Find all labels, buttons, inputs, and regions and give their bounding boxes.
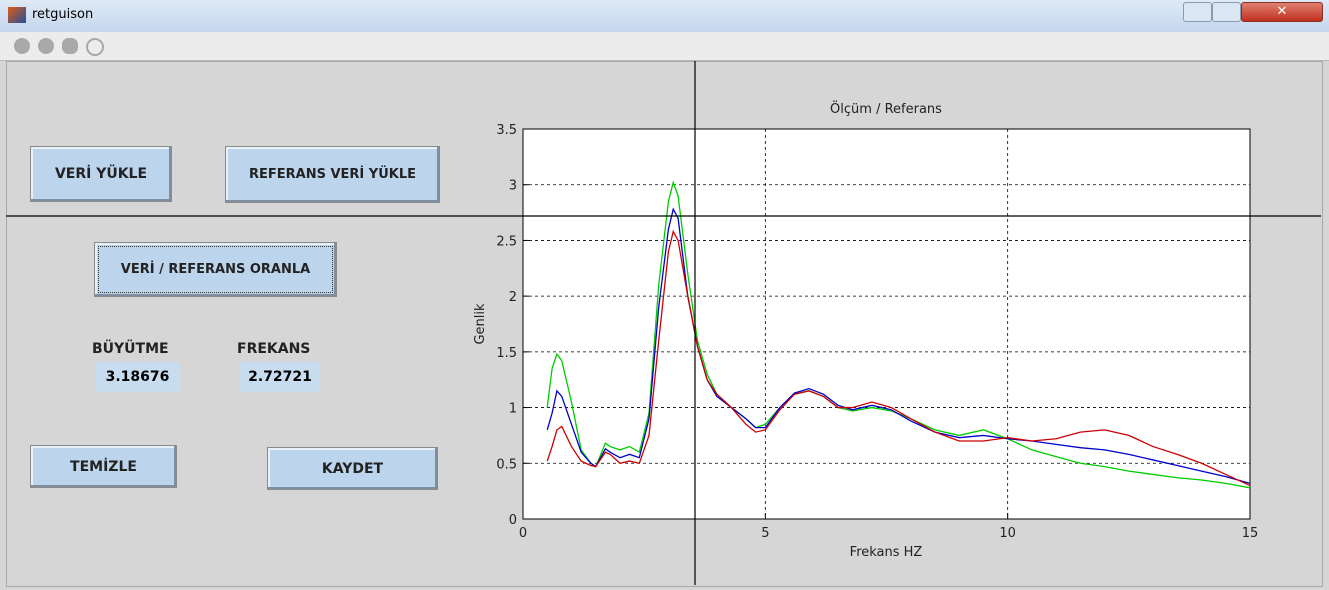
save-button[interactable]: KAYDET	[267, 447, 438, 490]
y-tick-label: 2	[509, 290, 517, 305]
load-data-button[interactable]: VERİ YÜKLE	[30, 146, 172, 202]
y-tick-label: 1.5	[496, 346, 517, 361]
gain-label: BÜYÜTME	[92, 341, 169, 357]
y-tick-label: 3.5	[496, 123, 517, 138]
freq-value: 2.72721	[240, 362, 320, 392]
y-axis-label: Genlik	[473, 303, 488, 345]
plot-area	[523, 129, 1250, 519]
clear-button[interactable]: TEMİZLE	[30, 445, 177, 488]
x-tick-label: 5	[761, 526, 769, 541]
y-tick-label: 0.5	[496, 457, 517, 472]
x-tick-label: 0	[519, 526, 527, 541]
freq-label: FREKANS	[237, 341, 310, 357]
ratio-button[interactable]: VERİ / REFERANS ORANLA	[94, 242, 337, 297]
y-tick-label: 3	[509, 179, 517, 194]
y-tick-label: 1	[509, 402, 517, 417]
y-tick-label: 0	[509, 513, 517, 528]
x-tick-label: 15	[1242, 526, 1259, 541]
window: retguison ✕ Ölçüm / Referans Frekans HZ …	[0, 0, 1329, 590]
y-tick-label: 2.5	[496, 234, 517, 249]
gain-value: 3.18676	[95, 362, 180, 392]
x-tick-label: 10	[999, 526, 1016, 541]
x-axis-label: Frekans HZ	[850, 545, 923, 560]
load-reference-button[interactable]: REFERANS VERİ YÜKLE	[225, 146, 440, 203]
chart-title: Ölçüm / Referans	[830, 100, 942, 117]
